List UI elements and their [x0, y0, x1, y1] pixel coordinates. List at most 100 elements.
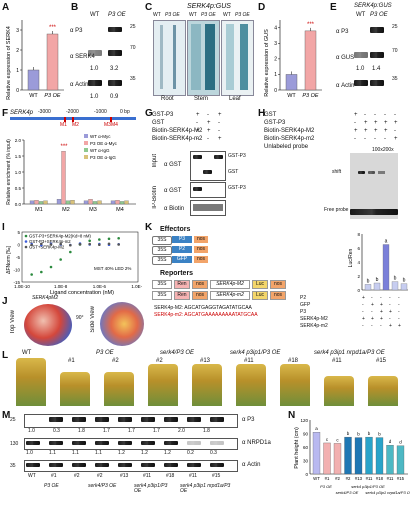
group-label-0: P3 OE: [320, 484, 332, 489]
m-num1-1: 0.3: [53, 428, 60, 434]
b-band-serk4-wt: [88, 50, 102, 56]
g-band-input-3: [214, 155, 223, 159]
c-label-1: WT: [153, 12, 161, 18]
significance-stars: ***: [307, 22, 315, 28]
bar-M4-3: [124, 200, 129, 205]
k-rep-1-1: Ren: [174, 291, 190, 300]
m-band-actin-8: [210, 463, 224, 467]
g-sign-1-2: -: [218, 120, 220, 126]
h-row-label-3: Biotin-SERK4p-m2: [264, 136, 315, 142]
b-mw-1: 25: [130, 24, 136, 30]
k-sign-0-4: -: [398, 295, 400, 301]
k-rep-0-3: SERK4p-M2: [210, 280, 250, 289]
l-plant-4: [192, 364, 222, 406]
bar-M1-2: [38, 201, 44, 205]
h-sign-0-4: -: [394, 112, 396, 118]
b-num-1a: 1.0: [90, 66, 99, 72]
c-label-2: P3 OE: [165, 12, 180, 18]
y-tick-label: 90: [303, 431, 309, 436]
h-sign-3-1: -: [364, 136, 366, 142]
legend-swatch-1: [84, 141, 88, 145]
bar-1: [323, 442, 331, 475]
g-row-label-3: Biotin-SERK4p-m2: [152, 136, 203, 142]
bar-M1-1: [34, 200, 39, 205]
letter-2: c: [336, 437, 339, 442]
m-lane-8: #15: [212, 473, 221, 479]
k-sign-label-3: SERK4p-M2: [300, 316, 328, 322]
i-ylabel: ΔFNorm [‰]: [6, 246, 12, 274]
h-sign-0-1: -: [364, 112, 366, 118]
h-sign-1-1: +: [364, 120, 368, 126]
b-col-p3oe: P3 OE: [108, 12, 126, 18]
e-row-p3: α P3: [336, 29, 349, 35]
k-sign-3-4: -: [398, 316, 400, 322]
k-effectors-title: Effectors: [160, 226, 191, 233]
y-tick-label: 3: [274, 41, 277, 47]
m-lane-3: #2: [97, 473, 103, 479]
legend-marker-0: [24, 234, 28, 238]
l-plant-5: [236, 364, 266, 406]
panel-label-i: I: [2, 222, 5, 233]
point-s2-3: [59, 242, 62, 246]
lane-label-8: #15: [397, 476, 405, 481]
group-label-1: serk4/P3 OE: [336, 490, 359, 495]
k-sign-0-2: -: [380, 295, 382, 301]
y-tick-label: 0: [305, 472, 308, 477]
g-band-biotin: [193, 204, 223, 211]
b-row-p3: α P3: [70, 28, 83, 34]
c-tissue-leaf: Leaf: [229, 96, 241, 102]
m-band-nrpd1a-4: [118, 441, 132, 445]
panel-label-g: G: [145, 108, 153, 119]
e-title: SERK4p:GUS: [354, 3, 392, 9]
bar-0: [364, 284, 372, 291]
m-num2-8: 0.3: [210, 450, 217, 456]
m-num1-3: 1.7: [103, 428, 110, 434]
k-sign-0-0: +: [362, 295, 365, 301]
m-group-4: serk4 p3ip1 nrpd1a/P3 OE: [180, 483, 231, 494]
letter-3: b: [394, 276, 397, 282]
panel-g: GST-P3 + - + GST - + - Biotin-SERK4p-M2 + + - Biotin…: [150, 110, 255, 220]
g-ip-box: [190, 182, 226, 198]
k-eff-gene-0: P3: [172, 236, 192, 243]
k-eff-35s-1: 35S: [152, 246, 172, 255]
h-shift-label: shift: [332, 169, 342, 175]
f-ruler-2: -2000: [66, 109, 79, 115]
legend-label-1: P3 OE α-Myc: [90, 141, 118, 146]
m-group-2: serk4/P3 OE: [88, 483, 117, 489]
g-row-label-0: GST-P3: [152, 112, 174, 118]
k-eff-nos-1: nos: [194, 246, 208, 253]
panel-e: SERK4p:GUS WT P3 OE α P3 25 α GUS 70 1.0…: [336, 3, 410, 105]
m-band-p3-6: [164, 417, 178, 422]
panel-label-n: N: [288, 410, 296, 421]
k-rep-0-1: Ren: [174, 280, 190, 289]
bar-3: [344, 436, 352, 475]
l-line-7: #11: [332, 358, 342, 364]
m-band-p3-3: [95, 417, 109, 422]
panel-label-j: J: [2, 296, 8, 307]
f-site-m3m4: [110, 117, 112, 122]
l-group-p3oe: P3 OE: [96, 350, 114, 356]
m-num2-7: 0.2: [187, 450, 194, 456]
point-s0-0: [30, 273, 33, 276]
c-label-4: P3 OE: [201, 12, 216, 18]
h-sign-1-4: +: [394, 120, 398, 126]
e-col-wt: WT: [356, 12, 366, 18]
k-sign-label-0: P2: [300, 295, 307, 301]
m-mw-3: 35: [10, 463, 16, 469]
y-tick-label: 2: [274, 57, 277, 63]
point-s2-4: [69, 243, 72, 247]
h-free-probe-band: [350, 209, 398, 215]
l-line-5: #11: [244, 358, 254, 364]
m-band-nrpd1a-7: [187, 441, 201, 445]
b-num-2b: 0.9: [110, 94, 119, 100]
h-sign-3-3: -: [384, 136, 386, 142]
bar-M4-2: [119, 201, 125, 205]
b-mw-3: 35: [130, 76, 136, 82]
lane-label-7: #11: [387, 476, 394, 481]
m-num1-2: 1.8: [78, 428, 85, 434]
legend-marker-1: [24, 240, 28, 243]
h-sign-2-3: +: [384, 128, 388, 134]
e-row-actin: α Actin: [336, 83, 355, 89]
e-band-actin-wt: [354, 80, 368, 86]
letter-0: b: [367, 278, 370, 284]
